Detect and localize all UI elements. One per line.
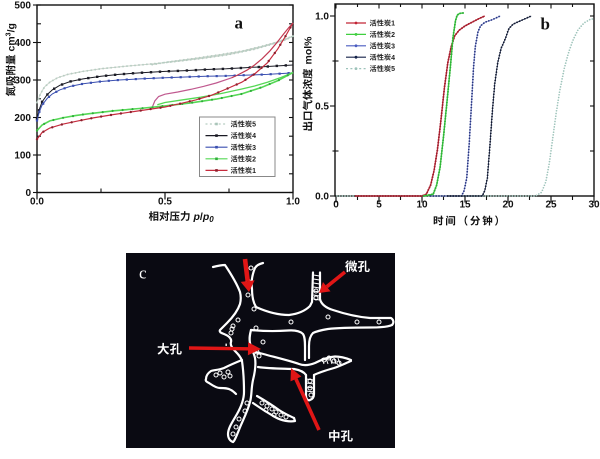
svg-text:5: 5 bbox=[252, 122, 256, 129]
svg-text:0.5: 0.5 bbox=[158, 197, 172, 208]
svg-text:0: 0 bbox=[333, 200, 339, 211]
svg-text:mol%: mol% bbox=[303, 36, 315, 65]
svg-text:5: 5 bbox=[376, 200, 382, 211]
svg-text:200: 200 bbox=[14, 113, 31, 124]
svg-text:1: 1 bbox=[391, 21, 395, 28]
svg-text:b: b bbox=[541, 15, 550, 34]
svg-text:300: 300 bbox=[14, 76, 31, 87]
svg-text:500: 500 bbox=[14, 1, 31, 12]
svg-text:1: 1 bbox=[252, 168, 256, 175]
svg-text:2: 2 bbox=[252, 156, 256, 163]
svg-text:4: 4 bbox=[252, 133, 256, 140]
svg-text:100: 100 bbox=[14, 151, 31, 162]
svg-text:3: 3 bbox=[391, 43, 395, 50]
svg-text:1.0: 1.0 bbox=[286, 197, 300, 208]
svg-text:30: 30 bbox=[588, 200, 600, 211]
svg-text:25: 25 bbox=[545, 200, 557, 211]
svg-text:4: 4 bbox=[391, 55, 395, 62]
svg-text:3: 3 bbox=[252, 145, 256, 152]
svg-text:20: 20 bbox=[502, 200, 514, 211]
svg-text:1.0: 1.0 bbox=[315, 12, 329, 23]
svg-text:p/p0: p/p0 bbox=[193, 211, 215, 224]
svg-text:0.5: 0.5 bbox=[315, 102, 329, 113]
svg-text:15: 15 bbox=[459, 200, 471, 211]
svg-text:2: 2 bbox=[391, 32, 395, 39]
svg-text:cm3/g: cm3/g bbox=[6, 23, 18, 51]
svg-text:400: 400 bbox=[14, 38, 31, 49]
svg-text:0.0: 0.0 bbox=[30, 197, 44, 208]
svg-text:c: c bbox=[139, 264, 147, 283]
svg-text:0.0: 0.0 bbox=[315, 192, 329, 203]
svg-text:0: 0 bbox=[25, 188, 31, 199]
svg-text:a: a bbox=[235, 14, 244, 33]
svg-text:10: 10 bbox=[416, 200, 428, 211]
svg-text:5: 5 bbox=[391, 66, 395, 73]
